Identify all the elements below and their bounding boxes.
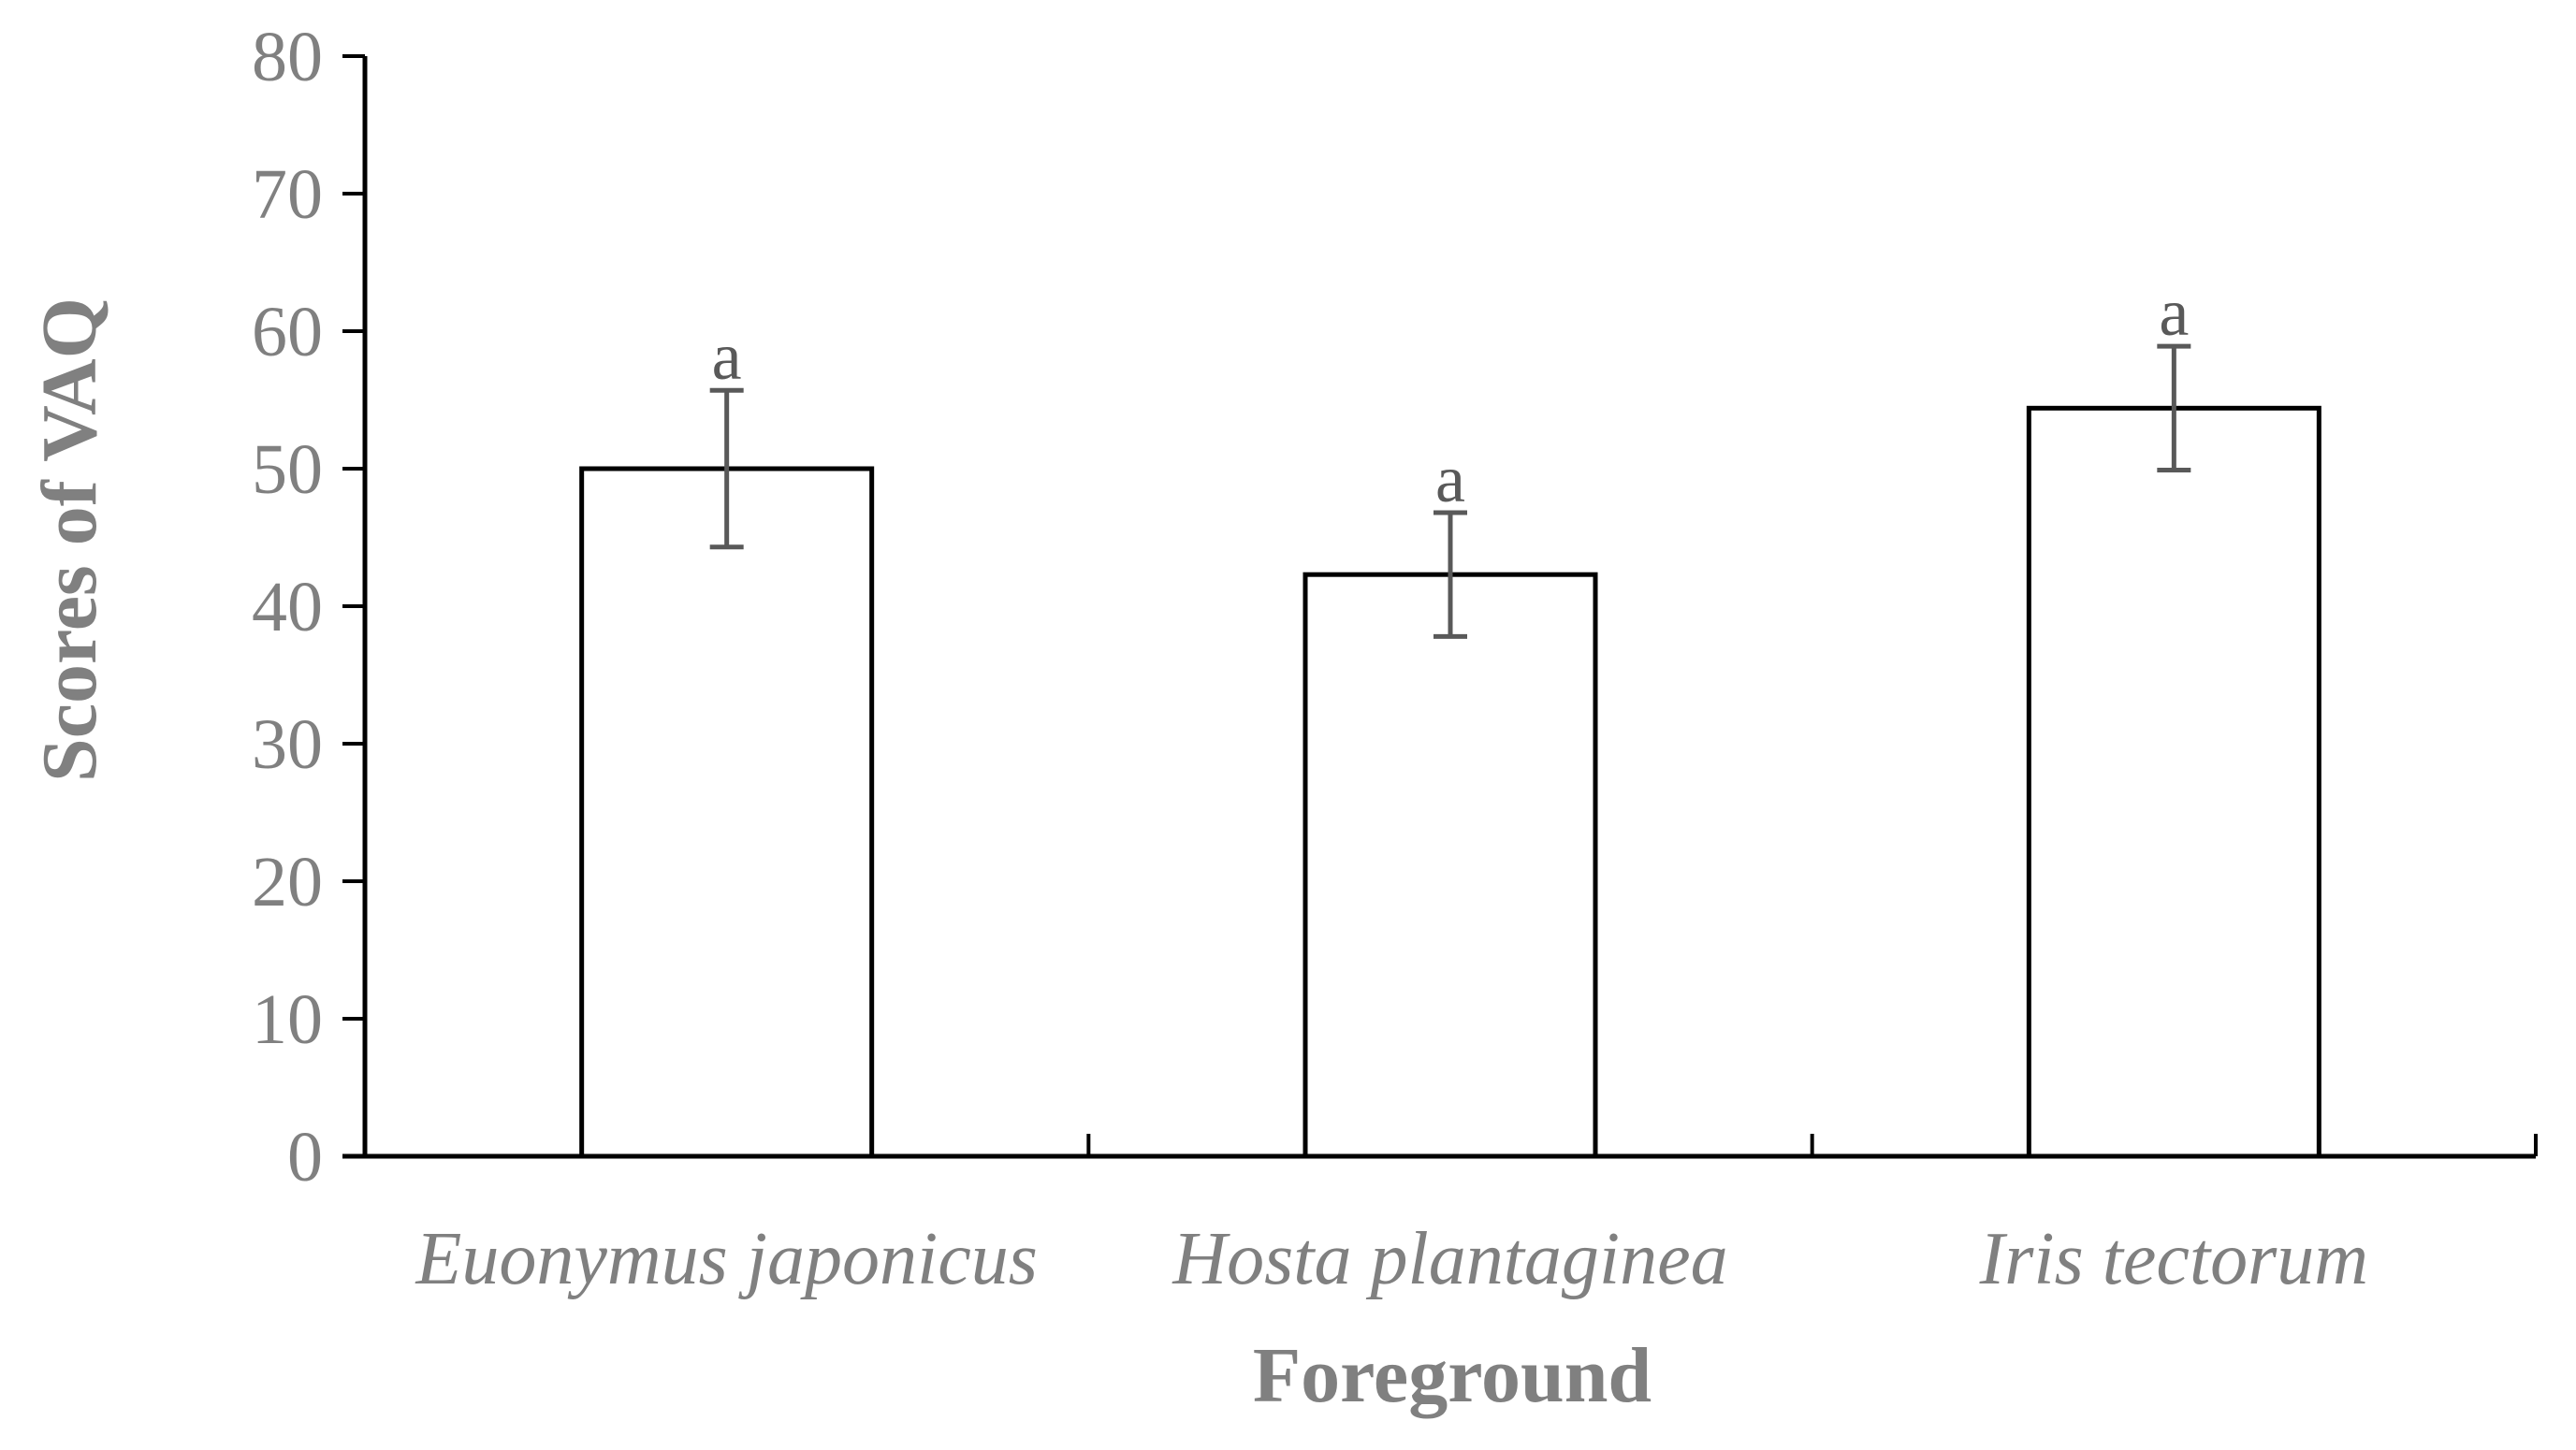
bar bbox=[1303, 572, 1598, 1159]
significance-label: a bbox=[2159, 275, 2189, 350]
y-tick-label: 70 bbox=[252, 155, 323, 234]
y-tick-label: 20 bbox=[252, 843, 323, 921]
x-tick-label: Iris tectorum bbox=[1979, 1218, 2369, 1300]
x-tick-label: Hosta plantaginea bbox=[1172, 1218, 1727, 1300]
bar bbox=[579, 466, 875, 1159]
x-tick-label: Euonymus japonicus bbox=[415, 1218, 1037, 1300]
bar bbox=[2026, 405, 2321, 1159]
y-tick-label: 30 bbox=[252, 705, 323, 784]
y-tick-label: 80 bbox=[252, 18, 323, 96]
y-tick-label: 60 bbox=[252, 293, 323, 371]
y-axis-title: Scores of VAQ bbox=[26, 297, 113, 782]
significance-label: a bbox=[1435, 442, 1465, 516]
x-axis-title: Foreground bbox=[1253, 1332, 1652, 1419]
y-tick-label: 50 bbox=[252, 430, 323, 509]
significance-label: a bbox=[712, 319, 742, 394]
plot-area: 0 10 20 30 40 50 60 70 80 a Euonymus japonicus a Hos… bbox=[252, 18, 2538, 1300]
y-tick-label: 40 bbox=[252, 568, 323, 646]
y-tick-label: 10 bbox=[252, 980, 323, 1059]
y-tick-label: 0 bbox=[287, 1118, 323, 1196]
